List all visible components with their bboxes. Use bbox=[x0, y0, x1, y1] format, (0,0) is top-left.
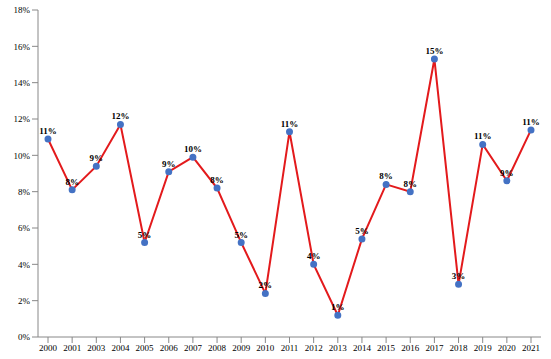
svg-text:2011: 2011 bbox=[281, 343, 299, 353]
svg-text:2007: 2007 bbox=[184, 343, 203, 353]
svg-text:18%: 18% bbox=[14, 5, 31, 15]
svg-text:4%: 4% bbox=[307, 251, 321, 261]
svg-text:3%: 3% bbox=[452, 271, 466, 281]
svg-text:8%: 8% bbox=[210, 175, 224, 185]
svg-text:8%: 8% bbox=[379, 171, 393, 181]
svg-text:8%: 8% bbox=[65, 177, 79, 187]
svg-text:2010: 2010 bbox=[256, 343, 275, 353]
svg-text:15%: 15% bbox=[425, 46, 443, 56]
svg-text:2006: 2006 bbox=[160, 343, 179, 353]
svg-text:2%: 2% bbox=[18, 296, 31, 306]
svg-text:2020: 2020 bbox=[498, 343, 517, 353]
svg-text:2001: 2001 bbox=[63, 343, 81, 353]
svg-text:2009: 2009 bbox=[232, 343, 251, 353]
svg-text:11%: 11% bbox=[474, 131, 492, 141]
svg-text:2019: 2019 bbox=[474, 343, 493, 353]
svg-text:2016: 2016 bbox=[401, 343, 420, 353]
svg-text:2021: 2021 bbox=[522, 343, 540, 353]
svg-text:6%: 6% bbox=[18, 223, 31, 233]
svg-text:12%: 12% bbox=[111, 111, 129, 121]
svg-text:12%: 12% bbox=[14, 114, 31, 124]
svg-text:4%: 4% bbox=[18, 260, 31, 270]
svg-text:2014: 2014 bbox=[353, 343, 372, 353]
svg-text:10%: 10% bbox=[184, 144, 202, 154]
svg-text:8%: 8% bbox=[404, 179, 418, 189]
svg-text:11%: 11% bbox=[281, 119, 299, 129]
svg-text:16%: 16% bbox=[14, 42, 31, 52]
svg-text:2004: 2004 bbox=[111, 343, 130, 353]
svg-text:2005: 2005 bbox=[136, 343, 155, 353]
svg-text:10%: 10% bbox=[14, 151, 31, 161]
svg-text:5%: 5% bbox=[234, 230, 248, 240]
svg-text:11%: 11% bbox=[39, 126, 57, 136]
svg-text:2013: 2013 bbox=[329, 343, 348, 353]
svg-text:11%: 11% bbox=[522, 117, 540, 127]
svg-text:9%: 9% bbox=[500, 168, 514, 178]
svg-text:5%: 5% bbox=[138, 230, 152, 240]
svg-text:2012: 2012 bbox=[305, 343, 323, 353]
svg-text:8%: 8% bbox=[18, 187, 31, 197]
svg-text:2015: 2015 bbox=[377, 343, 396, 353]
svg-text:2017: 2017 bbox=[425, 343, 444, 353]
svg-text:5%: 5% bbox=[355, 226, 369, 236]
svg-text:1%: 1% bbox=[331, 302, 345, 312]
svg-text:0%: 0% bbox=[18, 332, 31, 342]
svg-text:2008: 2008 bbox=[208, 343, 227, 353]
svg-text:2018: 2018 bbox=[450, 343, 469, 353]
svg-text:2000: 2000 bbox=[39, 343, 58, 353]
svg-text:14%: 14% bbox=[14, 78, 31, 88]
svg-text:2%: 2% bbox=[259, 280, 273, 290]
svg-text:9%: 9% bbox=[162, 159, 176, 169]
svg-text:2003: 2003 bbox=[87, 343, 106, 353]
svg-text:9%: 9% bbox=[90, 153, 104, 163]
